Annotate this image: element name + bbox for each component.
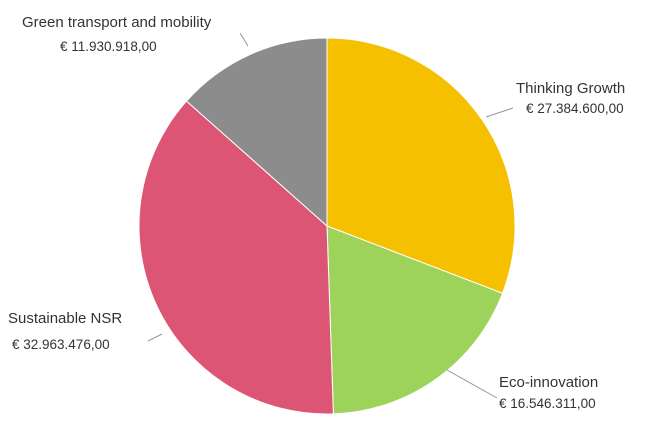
slice-label-thinking-growth: Thinking Growth (516, 80, 625, 97)
leader-line-sustainable-nsr (147, 333, 163, 342)
leader-line-green-transport-and-mobility (239, 32, 249, 47)
slice-value-green-transport-and-mobility: € 11.930.918,00 (60, 39, 157, 54)
pie-slice-green-transport-and-mobility (185, 37, 328, 228)
pie-slice-thinking-growth (326, 37, 516, 294)
slice-value-sustainable-nsr: € 32.963.476,00 (12, 337, 110, 352)
slice-value-eco-innovation: € 16.546.311,00 (499, 396, 596, 411)
pie-slice-sustainable-nsr (138, 100, 334, 415)
pie-slice-eco-innovation (326, 225, 504, 415)
leader-line-eco-innovation (446, 369, 498, 399)
slice-label-eco-innovation: Eco-innovation (499, 374, 598, 391)
slice-label-sustainable-nsr: Sustainable NSR (8, 310, 122, 327)
slice-value-thinking-growth: € 27.384.600,00 (526, 101, 624, 116)
leader-line-thinking-growth (485, 107, 514, 118)
slice-label-green-transport-and-mobility: Green transport and mobility (22, 14, 212, 31)
